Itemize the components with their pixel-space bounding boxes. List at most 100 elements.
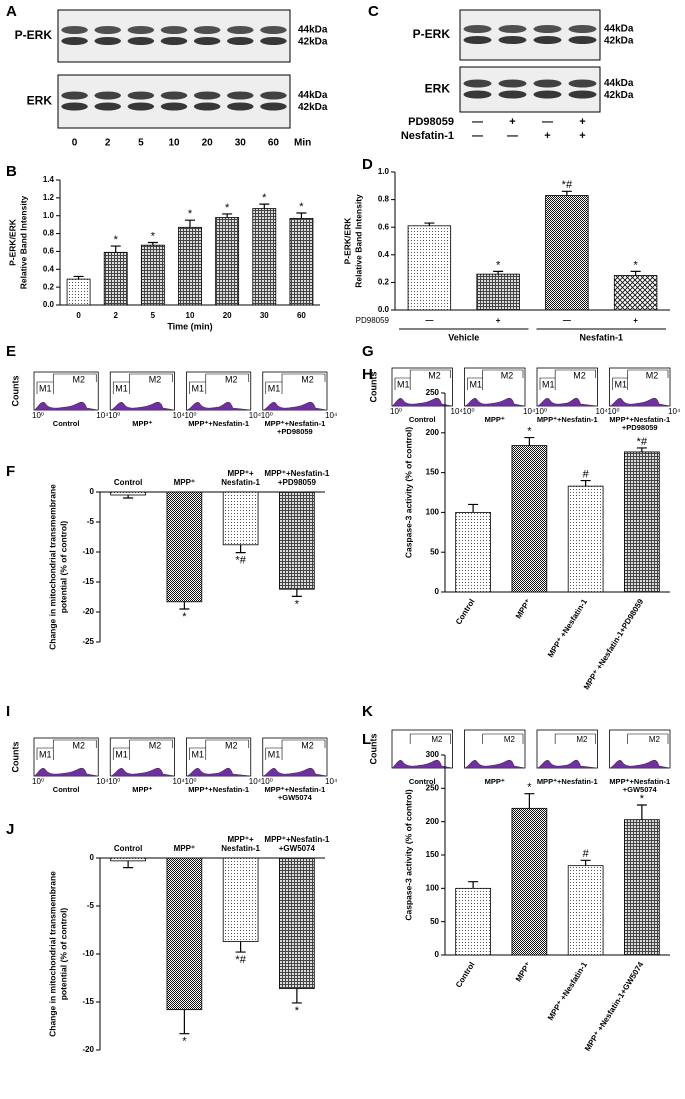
gate-label: M1 <box>397 379 410 389</box>
treatment-sign: + <box>509 116 515 128</box>
blot-band <box>260 91 287 100</box>
flow-axis-label: 10⁴ <box>668 407 681 416</box>
y-tick-label: -5 <box>87 901 95 910</box>
y-tick-label: 150 <box>426 468 440 477</box>
y-axis-title: potential (% of control) <box>58 521 68 614</box>
flow-axis-label: 10⁴ <box>451 407 464 416</box>
significance: * <box>295 1005 300 1017</box>
x-tick-label: Control <box>113 478 143 488</box>
gate-label: M2 <box>501 370 514 380</box>
gate-line <box>205 739 250 748</box>
x-tick-label: Control <box>454 597 477 626</box>
gate-line <box>129 739 173 748</box>
y-tick-label: 0.2 <box>378 278 390 287</box>
gate-line <box>189 381 207 394</box>
blot-band <box>193 91 221 100</box>
gate-line <box>554 369 596 378</box>
row-label: PD98059 <box>356 316 390 325</box>
bar <box>511 445 548 593</box>
significance: * <box>299 201 304 213</box>
gate-line <box>627 369 669 378</box>
blot-band <box>568 79 597 88</box>
gate-line <box>482 369 524 378</box>
blot-band <box>61 26 88 34</box>
gate-line <box>612 377 628 390</box>
gate-label: M1 <box>470 379 483 389</box>
significance: * <box>640 793 645 805</box>
significance: * <box>151 230 156 242</box>
flow-histogram <box>464 397 526 407</box>
x-tick-label: 0 <box>76 311 81 320</box>
x-tick-label: MPP⁺+Nesfatin-1 +GW5074 <box>264 835 330 854</box>
panel-letter: L <box>362 731 371 748</box>
flow-caption: Control <box>408 416 436 424</box>
flow-caption-box: MPP⁺ <box>485 416 505 424</box>
gate-label: M2 <box>225 740 238 750</box>
gate-label: M2 <box>646 370 659 380</box>
x-tick-label: MPP⁺ <box>173 844 196 854</box>
y-tick-label: 1.0 <box>378 167 390 176</box>
lane-label: 30 <box>235 138 247 149</box>
gate-line <box>265 747 283 760</box>
y-tick-label: -15 <box>82 577 94 586</box>
kda-label: 42kDa <box>298 102 328 113</box>
error-bar <box>630 270 641 276</box>
gate-label: M2 <box>649 735 661 744</box>
flow-ylabel: Counts <box>368 734 378 765</box>
y-axis-title: P-ERK/ERK <box>342 217 352 265</box>
lane-label: 5 <box>138 138 144 149</box>
flow-histogram <box>110 767 175 777</box>
bar <box>279 857 315 989</box>
blot-band <box>227 37 254 45</box>
flow-axis-label: 10⁴ <box>325 777 338 786</box>
y-axis-title: Relative Band Intensity <box>353 194 363 288</box>
gate-label: M2 <box>573 370 586 380</box>
significance: *# <box>235 555 246 567</box>
significance: * <box>225 202 230 214</box>
flow-axis-label: 10⁴ <box>249 411 262 420</box>
flow-axis-label: 10⁰ <box>185 777 197 786</box>
gate-line <box>112 381 130 394</box>
x-tick-label: Control <box>113 844 143 854</box>
gate-label: M1 <box>115 383 128 393</box>
flow-caption: MPP⁺ <box>132 786 153 794</box>
flow-axis-label: 10⁰ <box>463 407 475 416</box>
flow-histogram <box>536 759 598 769</box>
x-tick-label: 60 <box>297 311 306 320</box>
blot-frame <box>459 9 601 61</box>
x-tick-label-box: MPP⁺+Nesfatin-1 +PD98059 <box>264 470 329 488</box>
significance: * <box>188 208 193 220</box>
flow-caption-box: MPP⁺+Nesfatin-1 +PD98059 <box>609 416 670 432</box>
significance: * <box>262 192 267 204</box>
error-bar <box>73 275 84 280</box>
bar <box>567 865 604 956</box>
bar <box>511 807 548 956</box>
gate-label: M2 <box>225 374 238 384</box>
blot-band <box>94 102 121 111</box>
x-tick-label-box: MPP⁺+ Nesfatin-1 <box>221 470 260 488</box>
blot-band <box>61 102 88 111</box>
x-tick-label-box: MPP⁺ <box>174 478 196 487</box>
flow-caption-box: MPP⁺+Nesfatin-1 +GW5074 <box>609 778 670 794</box>
x-tick-label: MPP⁺ <box>514 960 533 983</box>
lane-label: 10 <box>168 138 180 149</box>
flow-caption-box: MPP⁺+Nesfatin-1 <box>188 786 249 794</box>
flow-axis-label: 10⁴ <box>173 777 186 786</box>
blot-band <box>94 26 121 34</box>
blot-band <box>533 90 562 99</box>
y-tick-label: 50 <box>430 917 439 926</box>
error-bar <box>296 212 307 219</box>
flow-axis-label: 10⁴ <box>96 777 109 786</box>
bar <box>476 273 520 311</box>
flow-axis-label: 10⁰ <box>185 411 197 420</box>
error-bar <box>468 881 479 889</box>
gate-line <box>409 369 451 378</box>
x-tick-label-box: MPP⁺+Nesfatin-1 +GW5074 <box>264 835 330 854</box>
error-bar <box>179 1009 190 1035</box>
error-bar <box>580 859 591 866</box>
gate-line <box>205 373 250 382</box>
flow-caption-box: MPP⁺+Nesfatin-1 <box>537 416 598 424</box>
gate-label: M2 <box>576 735 588 744</box>
y-tick-label: 200 <box>426 428 440 437</box>
